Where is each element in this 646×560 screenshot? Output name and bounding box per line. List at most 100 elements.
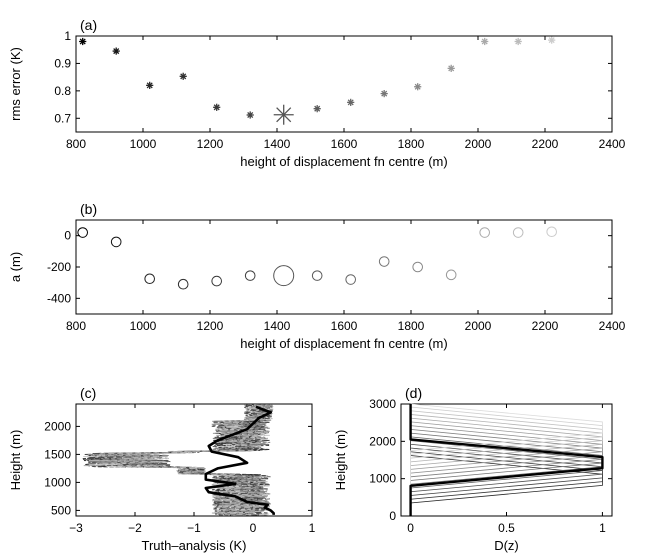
data-point-circle [311, 270, 323, 281]
y-tick-label: 1000 [369, 472, 396, 486]
asterisk-stroke [481, 38, 488, 45]
y-tick-label: 3000 [369, 397, 396, 411]
x-axis-label: D(z) [494, 538, 519, 553]
x-tick-label: −1 [187, 521, 201, 535]
y-tick-label: 0.9 [54, 56, 71, 70]
data-point-circle [412, 261, 424, 273]
y-tick-label: 1500 [44, 447, 71, 461]
asterisk-stroke [314, 105, 321, 112]
x-tick-label: 2200 [532, 319, 559, 333]
asterisk-stroke [247, 111, 254, 118]
best-profile-line [409, 404, 604, 516]
data-point-circle [110, 236, 122, 248]
x-axis-label: height of displacement fn centre (m) [240, 154, 447, 169]
data-point-asterisk [112, 47, 120, 55]
x-tick-label: 1 [309, 521, 316, 535]
x-tick-label: 1400 [264, 319, 291, 333]
y-axis-label: a (m) [8, 252, 23, 282]
family-profile-line [410, 403, 603, 516]
data-point-circle [378, 256, 390, 267]
data-point-circle [345, 274, 357, 285]
data-point-circle [211, 275, 222, 287]
panel-label: (d) [405, 385, 422, 401]
data-point-asterisk [313, 105, 321, 113]
panel-d-displacement-functions: 0 0.5 1 0 1000 2000 3000 D(z) Height (m) (d) [333, 385, 613, 553]
best-profile-line [204, 405, 275, 515]
data-point-circle [177, 278, 189, 290]
asterisk-stroke [414, 83, 421, 90]
y-axis-label: Height (m) [333, 430, 348, 491]
data-point-circle [144, 273, 155, 285]
x-tick-label: 800 [66, 319, 86, 333]
y-tick-label: 0 [389, 509, 396, 523]
data-point-circle [244, 270, 256, 281]
x-tick-label: 1 [599, 521, 606, 535]
data-point-circle [512, 227, 524, 238]
x-tick-label: −3 [69, 521, 83, 535]
data-point-circle [77, 227, 88, 238]
x-tick-label: 2000 [465, 137, 492, 151]
data-point-asterisk [481, 37, 489, 46]
y-tick-label: 1 [64, 29, 71, 43]
y-tick-label: -400 [47, 291, 71, 305]
data-point-asterisk [146, 81, 154, 89]
data-point-circle [273, 265, 295, 287]
x-axis-label: Truth–analysis (K) [142, 538, 247, 553]
x-tick-label: 1600 [331, 319, 358, 333]
panel-a-rms-error: 800 1000 1200 1400 1600 1800 2000 2200 2400 0.7 0.… [8, 17, 626, 169]
data-point-asterisk [79, 37, 87, 46]
asterisk-stroke [448, 65, 455, 72]
data-point-asterisk [246, 111, 254, 119]
y-tick-label: 0 [64, 229, 71, 243]
panel-label: (b) [80, 201, 97, 217]
x-tick-label: −2 [128, 521, 142, 535]
x-tick-label: 1400 [264, 137, 291, 151]
x-tick-label: 0 [250, 521, 257, 535]
data-point-asterisk [380, 90, 388, 98]
asterisk-stroke [79, 38, 86, 45]
asterisk-stroke [180, 73, 187, 80]
x-tick-label: 0 [407, 521, 414, 535]
y-axis-label: rms error (K) [8, 47, 23, 121]
asterisk-stroke [548, 37, 555, 44]
x-tick-label: 2400 [599, 319, 626, 333]
x-tick-label: 0.5 [498, 521, 515, 535]
asterisk-stroke [515, 38, 522, 45]
axes-frame [75, 35, 613, 133]
x-tick-label: 2400 [599, 137, 626, 151]
data-point-asterisk [548, 36, 556, 44]
x-tick-label: 1800 [398, 319, 425, 333]
profiles-group [82, 404, 275, 516]
data-point-circle [479, 227, 491, 238]
panel-label: (c) [80, 385, 96, 401]
data-point-asterisk [447, 64, 455, 72]
panel-label: (a) [80, 17, 97, 33]
axes-frame [75, 219, 613, 315]
y-tick-label: 0.7 [54, 111, 71, 125]
x-tick-label: 1200 [197, 319, 224, 333]
data-point-asterisk [179, 72, 187, 80]
x-tick-label: 1600 [331, 137, 358, 151]
data-point-asterisk [213, 103, 221, 111]
y-tick-label: 1000 [44, 475, 71, 489]
ensemble-profile-line [88, 404, 274, 516]
x-tick-label: 1800 [398, 137, 425, 151]
data-point-asterisk [273, 104, 294, 125]
x-tick-label: 800 [66, 137, 86, 151]
asterisk-stroke [213, 104, 220, 111]
asterisk-stroke [276, 107, 292, 123]
x-tick-label: 2200 [532, 137, 559, 151]
asterisk-stroke [113, 48, 120, 55]
y-tick-label: 0.8 [54, 84, 71, 98]
asterisk-stroke [381, 90, 388, 97]
data-point-asterisk [347, 98, 355, 106]
data-point-asterisk [514, 37, 522, 46]
data-point-asterisk [414, 83, 422, 91]
data-point-circle [546, 226, 558, 238]
x-axis-label: height of displacement fn centre (m) [240, 336, 447, 351]
y-tick-label: 500 [51, 503, 71, 517]
x-tick-label: 2000 [465, 319, 492, 333]
x-tick-label: 1000 [130, 137, 157, 151]
